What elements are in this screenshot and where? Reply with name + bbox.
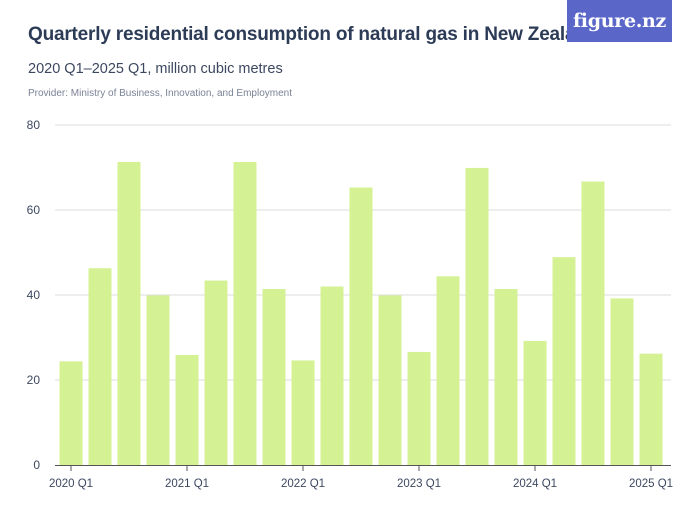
bar-2020-q3: 2020 Q3: 71.3 bbox=[117, 161, 141, 465]
bar-2020-q4: 2020 Q4: 39.9 bbox=[146, 295, 170, 465]
bar-2022-q4: 2022 Q4: 39.9 bbox=[378, 295, 402, 465]
chart-subtitle: 2020 Q1–2025 Q1, million cubic metres bbox=[28, 61, 283, 77]
chart-title: Quarterly residential consumption of nat… bbox=[28, 24, 599, 45]
bar-2021-q4: 2021 Q4: 41.4 bbox=[262, 289, 286, 465]
y-tick-label: 80 bbox=[27, 118, 41, 132]
bar-2021-q3: 2021 Q3: 71.3 bbox=[233, 161, 257, 465]
x-tick-label: 2023 Q1 bbox=[397, 478, 441, 490]
bar-2024-q3: 2024 Q3: 66.7 bbox=[581, 181, 605, 465]
x-tick-label: 2025 Q1 bbox=[629, 478, 673, 490]
bar-2023-q2: 2023 Q2: 44.4 bbox=[436, 276, 460, 465]
figure-nz-logo[interactable]: figure.nz bbox=[567, 0, 672, 42]
bar-2022-q2: 2022 Q2: 42 bbox=[320, 286, 344, 465]
bar-2023-q3: 2023 Q3: 69.9 bbox=[465, 167, 489, 466]
bar-2025-q1: 2025 Q1: 26.2 bbox=[639, 353, 663, 465]
bar-2024-q4: 2024 Q4: 39.2 bbox=[610, 298, 634, 465]
bar-2024-q1: 2024 Q1: 29.2 bbox=[523, 340, 547, 465]
bar-2023-q4: 2023 Q4: 41.4 bbox=[494, 289, 518, 465]
y-tick-label: 40 bbox=[27, 288, 41, 302]
x-tick-label: 2020 Q1 bbox=[49, 478, 93, 490]
data-provider: Provider: Ministry of Business, Innovati… bbox=[28, 88, 293, 99]
x-tick-label: 2024 Q1 bbox=[513, 478, 557, 490]
x-tick-label: 2021 Q1 bbox=[165, 478, 209, 490]
bar-2021-q2: 2021 Q2: 43.4 bbox=[204, 280, 228, 465]
bar-2024-q2: 2024 Q2: 48.9 bbox=[552, 257, 576, 465]
y-tick-label: 0 bbox=[33, 458, 40, 472]
y-tick-label: 20 bbox=[27, 373, 41, 387]
bar-2022-q3: 2022 Q3: 65.3 bbox=[349, 187, 373, 465]
bar-2021-q1: 2021 Q1: 25.9 bbox=[175, 354, 199, 465]
bar-2022-q1: 2022 Q1: 24.6 bbox=[291, 360, 315, 465]
bar-2020-q1: 2020 Q1: 24.4 bbox=[59, 361, 83, 465]
x-tick-label: 2022 Q1 bbox=[281, 478, 325, 490]
y-tick-label: 60 bbox=[27, 203, 41, 217]
bar-2020-q2: 2020 Q2: 46.3 bbox=[88, 268, 112, 465]
bar-2023-q1: 2023 Q1: 26.6 bbox=[407, 351, 431, 465]
